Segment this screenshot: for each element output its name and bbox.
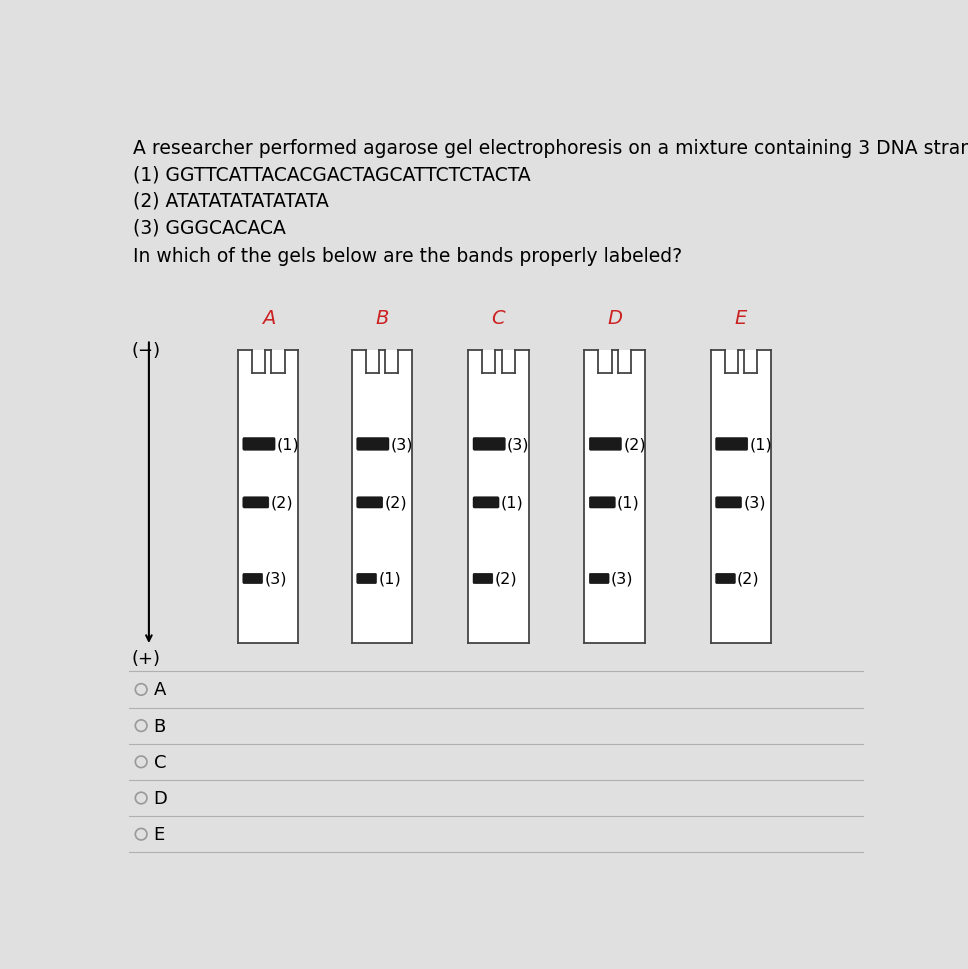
FancyBboxPatch shape bbox=[243, 438, 275, 451]
FancyBboxPatch shape bbox=[473, 497, 499, 509]
Text: C: C bbox=[492, 309, 505, 328]
Text: (1): (1) bbox=[617, 495, 640, 511]
Text: D: D bbox=[607, 309, 622, 328]
Text: (3): (3) bbox=[611, 572, 633, 586]
FancyBboxPatch shape bbox=[590, 574, 609, 584]
FancyBboxPatch shape bbox=[357, 574, 377, 584]
Text: (3): (3) bbox=[507, 437, 529, 452]
Text: In which of the gels below are the bands properly labeled?: In which of the gels below are the bands… bbox=[134, 247, 682, 266]
FancyBboxPatch shape bbox=[357, 497, 382, 509]
Text: E: E bbox=[154, 826, 165, 843]
Text: (−): (−) bbox=[132, 342, 161, 359]
Bar bbox=[711, 351, 771, 643]
FancyBboxPatch shape bbox=[590, 497, 616, 509]
Text: (1) GGTTCATTACACGACTAGCATTCTCTACTA: (1) GGTTCATTACACGACTAGCATTCTCTACTA bbox=[134, 166, 531, 184]
FancyBboxPatch shape bbox=[473, 438, 505, 451]
Text: (2): (2) bbox=[495, 572, 517, 586]
Text: E: E bbox=[735, 309, 747, 328]
Text: (3): (3) bbox=[264, 572, 287, 586]
Text: B: B bbox=[154, 717, 166, 735]
Bar bbox=[585, 351, 645, 643]
Text: A researcher performed agarose gel electrophoresis on a mixture containing 3 DNA: A researcher performed agarose gel elect… bbox=[134, 140, 968, 158]
Text: A: A bbox=[261, 309, 275, 328]
FancyBboxPatch shape bbox=[590, 438, 621, 451]
Text: (2): (2) bbox=[737, 572, 760, 586]
FancyBboxPatch shape bbox=[715, 497, 741, 509]
FancyBboxPatch shape bbox=[243, 497, 269, 509]
Bar bbox=[469, 351, 529, 643]
Text: (2) ATATATATATATATA: (2) ATATATATATATATA bbox=[134, 192, 329, 210]
Text: (3): (3) bbox=[391, 437, 413, 452]
Text: (+): (+) bbox=[132, 649, 161, 668]
Text: (1): (1) bbox=[277, 437, 299, 452]
Bar bbox=[238, 351, 298, 643]
Text: C: C bbox=[154, 753, 166, 771]
Text: (1): (1) bbox=[500, 495, 524, 511]
Text: B: B bbox=[376, 309, 389, 328]
FancyBboxPatch shape bbox=[243, 574, 262, 584]
Text: D: D bbox=[154, 789, 167, 807]
Text: (3) GGGCACACA: (3) GGGCACACA bbox=[134, 218, 287, 236]
FancyBboxPatch shape bbox=[715, 574, 736, 584]
FancyBboxPatch shape bbox=[715, 438, 748, 451]
FancyBboxPatch shape bbox=[357, 438, 389, 451]
Text: (1): (1) bbox=[749, 437, 772, 452]
Text: (2): (2) bbox=[384, 495, 408, 511]
Text: (2): (2) bbox=[271, 495, 293, 511]
FancyBboxPatch shape bbox=[473, 574, 493, 584]
Bar bbox=[352, 351, 412, 643]
Text: (1): (1) bbox=[378, 572, 401, 586]
Text: A: A bbox=[154, 681, 166, 699]
Text: (2): (2) bbox=[623, 437, 646, 452]
Text: (3): (3) bbox=[743, 495, 766, 511]
